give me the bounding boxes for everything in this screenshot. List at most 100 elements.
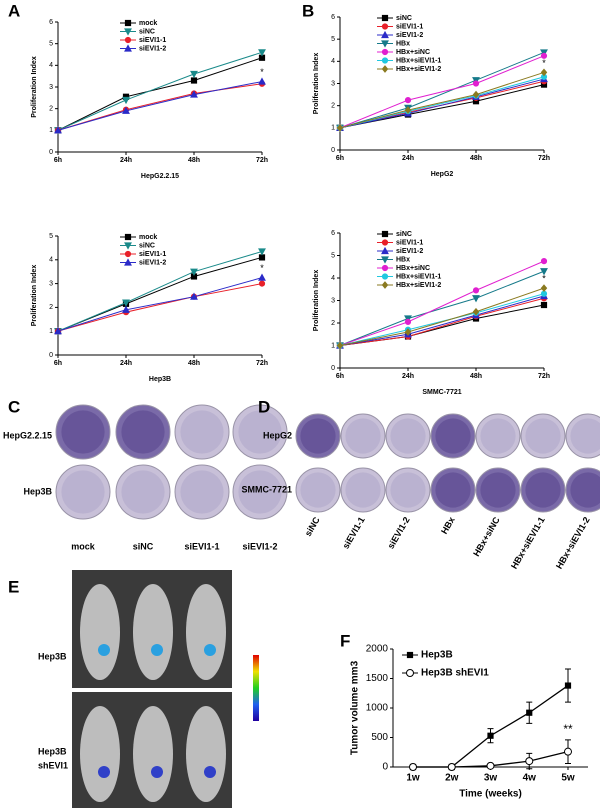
column-label: HBx [439,515,457,536]
marker [381,264,389,272]
series-line [57,277,263,332]
marker [124,233,132,241]
marker [258,77,266,85]
plate-stain [480,472,516,508]
marker [122,299,130,307]
x-tick-label: 48h [188,360,200,367]
series-line [57,256,263,332]
series-line [57,250,263,332]
x-axis-title: HepG2.2.15 [141,173,179,180]
y-tick-label: 5 [49,41,53,48]
panel-label: E [8,577,19,596]
x-axis-title: Hep3B [149,376,171,383]
signal [151,644,163,656]
plate-stain [345,472,381,508]
marker [124,19,132,27]
legend-label: siEVI1-2 [139,259,166,266]
y-axis-title: Proliferation Index [313,270,320,332]
x-axis-title: SMMC-7721 [422,389,461,396]
panel-label: A [8,1,20,20]
y-tick-label: 500 [371,732,388,743]
panel-label: F [340,631,350,650]
y-tick-label: 1000 [366,703,389,714]
series-line [413,685,569,768]
plate-stain [121,470,165,514]
y-tick-label: 2 [331,320,335,327]
legend-label: HBx+siEVI1-1 [396,273,441,280]
series-line [57,83,263,131]
y-tick-label: 5 [331,252,335,259]
x-axis-title: HepG2 [431,171,454,178]
mouse [80,584,120,680]
series-line [339,293,545,346]
series-line [339,55,545,129]
plate-stain [238,410,282,454]
marker [406,651,414,659]
y-tick-label: 4 [49,257,53,264]
x-tick-label: 48h [188,157,200,164]
marker [525,757,534,766]
y-tick-label: 6 [331,230,335,237]
plate-stain [345,418,381,454]
y-tick-label: 0 [49,149,53,156]
marker [472,295,480,303]
x-tick-label: 72h [256,157,268,164]
marker [404,315,412,323]
marker [447,763,456,771]
legend-label: mock [139,234,157,241]
legend-label: siNC [139,28,155,35]
plate-stain [435,472,471,508]
marker [540,52,548,59]
marker [487,732,494,739]
y-tick-label: 0 [382,762,388,773]
plate-stain [238,470,282,514]
x-tick-label: 6h [336,155,344,162]
marker [336,123,344,132]
y-axis-title: Proliferation Index [31,265,38,327]
marker [190,77,198,84]
marker [381,239,389,246]
y-tick-label: 3 [331,297,335,304]
series-line [339,76,545,129]
y-tick-label: 3 [49,84,53,91]
marker [258,280,266,287]
marker [472,307,480,316]
x-tick-label: 6h [336,373,344,380]
x-tick-label: 24h [402,155,414,162]
legend-label: siNC [396,231,412,238]
marker [564,682,572,689]
legend-label: siEVI1-1 [139,251,166,258]
panel-label: C [8,397,20,416]
plate-stain [570,418,600,454]
plate-stain [180,470,224,514]
marker [258,248,266,256]
marker [122,96,130,105]
row-label: SMMC-7721 [241,484,292,494]
column-label: mock [71,541,96,551]
marker [124,36,132,44]
x-tick-label: 5w [561,773,575,784]
x-tick-label: 72h [538,373,550,380]
legend-label: HBx+siNC [396,49,430,56]
mouse [186,584,226,680]
plate-stain [570,472,600,508]
row-label: HepG2.2.15 [3,430,52,440]
marker [336,341,344,350]
marker [122,305,130,313]
column-label: HBx+siEVI1-1 [509,515,547,570]
column-label: siEVI1-2 [242,541,277,551]
marker [540,284,548,293]
series-line [57,51,263,131]
x-tick-label: 1w [406,773,420,784]
column-label: HBx+siNC [471,515,502,558]
marker [122,106,130,114]
annotation: * [260,67,264,77]
plate-stain [525,418,561,454]
y-tick-label: 1 [331,125,335,132]
legend-label: HBx+siEVI1-2 [396,66,441,73]
y-tick-label: 5 [331,36,335,43]
row-label: Hep3B [23,486,52,496]
marker [526,709,533,716]
marker [540,68,548,77]
marker [124,258,132,266]
